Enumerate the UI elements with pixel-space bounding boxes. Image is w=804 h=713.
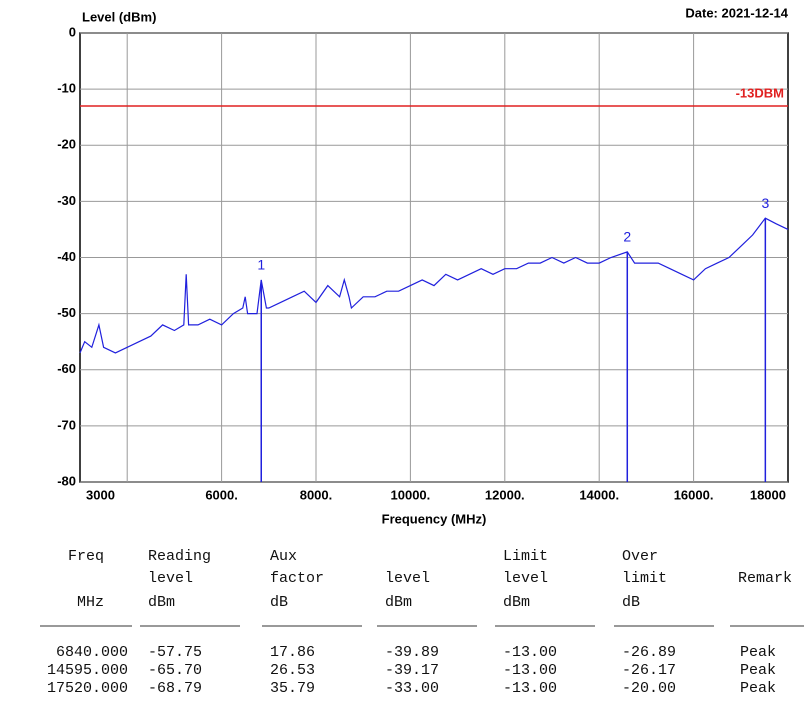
trace	[79, 217, 789, 354]
table-cell: -65.70	[148, 662, 202, 679]
x-tick-label: 8000.	[300, 487, 333, 502]
marker-label: 3	[761, 195, 769, 211]
table-header: Reading	[148, 548, 211, 565]
table-cell: -33.00	[385, 680, 439, 697]
table-cell: -26.17	[622, 662, 676, 679]
x-tick-label: 16000.	[674, 487, 714, 502]
table-header: dBm	[385, 594, 412, 611]
table-header: dBm	[148, 594, 175, 611]
y-tick-label: -80	[57, 473, 76, 488]
y-tick-label: -30	[57, 193, 76, 208]
table-cell: -20.00	[622, 680, 676, 697]
table-header: level	[148, 570, 193, 587]
table-cell: -26.89	[622, 644, 676, 661]
table-cell: 17.86	[270, 644, 315, 661]
marker-label: 2	[623, 229, 631, 245]
y-tick-label: -70	[57, 417, 76, 432]
table-cell: -39.17	[385, 662, 439, 679]
table-header: Over	[622, 548, 658, 565]
table-header: Limit	[503, 548, 548, 565]
table-header: MHz	[77, 594, 104, 611]
table-cell: -13.00	[503, 644, 557, 661]
x-tick-label: 12000.	[485, 487, 525, 502]
table-cell: Peak	[740, 680, 776, 697]
table-cell: 6840.000	[56, 644, 128, 661]
table-cell: -57.75	[148, 644, 202, 661]
chart-title: Level (dBm)	[82, 9, 156, 24]
table-header: factor	[270, 570, 324, 587]
table-cell: 35.79	[270, 680, 315, 697]
x-tick-label: 6000.	[205, 487, 238, 502]
x-tick-label: 10000.	[391, 487, 431, 502]
y-tick-label: -10	[57, 81, 76, 96]
table-header: Remark	[738, 570, 792, 587]
y-tick-label: -60	[57, 361, 76, 376]
x-tick-label: 18000	[750, 487, 786, 502]
table-cell: 26.53	[270, 662, 315, 679]
x-tick-label: 3000	[86, 487, 115, 502]
table-header: level	[385, 570, 430, 587]
table-cell: -13.00	[503, 662, 557, 679]
table-header: level	[503, 570, 548, 587]
table-cell: -13.00	[503, 680, 557, 697]
table-header: dB	[270, 594, 288, 611]
table-header: Aux	[270, 548, 297, 565]
x-tick-label: 14000.	[579, 487, 619, 502]
marker-label: 1	[257, 257, 265, 273]
date: Date: 2021-12-14	[685, 5, 788, 20]
table-header: limit	[622, 570, 667, 587]
y-tick-label: -40	[57, 249, 76, 264]
y-tick-label: 0	[69, 24, 76, 39]
table-header: dBm	[503, 594, 530, 611]
table-cell: Peak	[740, 662, 776, 679]
limit-label: -13DBM	[736, 85, 784, 100]
table-header: Freq	[68, 548, 104, 565]
table-cell: Peak	[740, 644, 776, 661]
table-cell: 14595.000	[47, 662, 128, 679]
x-axis-label: Frequency (MHz)	[382, 511, 487, 526]
y-tick-label: -50	[57, 305, 76, 320]
table-cell: -39.89	[385, 644, 439, 661]
table-cell: -68.79	[148, 680, 202, 697]
y-tick-label: -20	[57, 137, 76, 152]
table-cell: 17520.000	[47, 680, 128, 697]
table-header: dB	[622, 594, 640, 611]
